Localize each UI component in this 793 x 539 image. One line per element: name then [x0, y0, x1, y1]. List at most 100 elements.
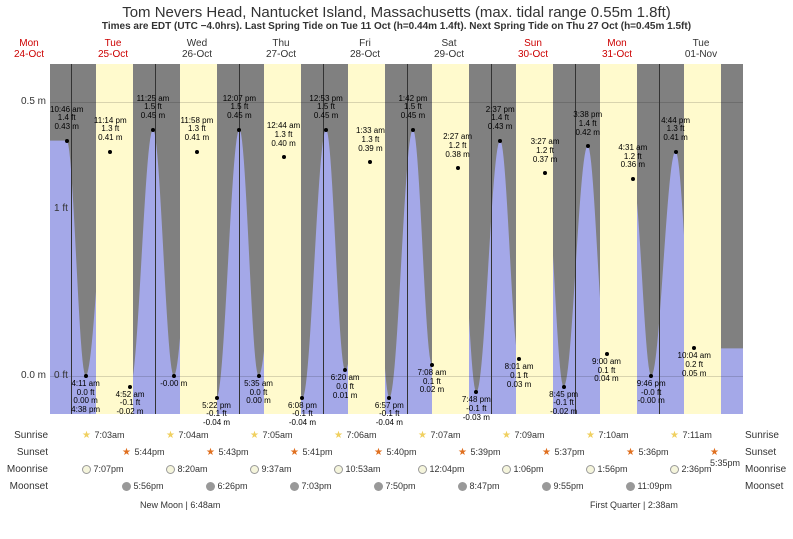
astro-cell: ★ 7:05am	[250, 430, 293, 441]
astro-cell: ★ 7:10am	[586, 430, 629, 441]
astro-cell: 7:50pm	[374, 481, 416, 491]
tide-extreme-dot	[257, 374, 261, 378]
date-label: Mon24-Oct	[0, 38, 59, 60]
gridline	[50, 376, 743, 377]
astro-cell: ★ 5:43pm	[206, 447, 249, 458]
tide-extreme-dot	[387, 396, 391, 400]
tide-extreme-dot	[674, 150, 678, 154]
tide-extreme-label: 6:08 pm-0.1 ft-0.04 m	[278, 402, 326, 428]
astro-table: SunriseSunrise★ 7:03am★ 7:04am★ 7:05am★ …	[50, 430, 743, 498]
daylight-strip	[348, 64, 385, 414]
daylight-strip	[264, 64, 301, 414]
tide-extreme-label: 5:22 pm-0.1 ft-0.04 m	[193, 402, 241, 428]
tide-extreme-dot	[605, 352, 609, 356]
tide-extreme-label: 9:46 pm-0.0 ft-0.00 m	[627, 380, 675, 406]
astro-label-left: Moonrise	[4, 464, 48, 475]
date-label: Tue25-Oct	[83, 38, 143, 60]
tide-extreme-label: 1:33 am1.3 ft0.39 m	[346, 127, 394, 153]
tide-extreme-dot	[649, 374, 653, 378]
astro-cell: ★ 7:11am	[670, 430, 712, 441]
tide-extreme-label: 5:35 am0.0 ft0.00 m	[235, 380, 283, 406]
tide-extreme-dot	[282, 155, 286, 159]
date-label: Mon31-Oct	[587, 38, 647, 60]
tide-extreme-dot	[586, 144, 590, 148]
astro-cell: 10:53am	[334, 464, 381, 474]
chart-area: Mon24-OctTue25-OctWed26-OctThu27-OctFri2…	[0, 34, 793, 434]
tide-extreme-label: 7:08 am0.1 ft0.02 m	[408, 369, 456, 395]
date-label: Sat29-Oct	[419, 38, 479, 60]
astro-cell: 7:03pm	[290, 481, 332, 491]
astro-cell: 9:37am	[250, 464, 292, 474]
tide-extreme-label: 2:27 am1.2 ft0.38 m	[434, 133, 482, 159]
chart-subtitle: Times are EDT (UTC −4.0hrs). Last Spring…	[0, 21, 793, 34]
tide-extreme-label: 10:04 am0.2 ft0.05 m	[670, 352, 718, 378]
astro-cell: 5:56pm	[122, 481, 164, 491]
astro-cell: 12:04pm	[418, 464, 465, 474]
astro-label-left: Sunset	[4, 447, 48, 458]
tide-extreme-label: 12:07 pm1.5 ft0.45 m	[215, 95, 263, 121]
date-label: Wed26-Oct	[167, 38, 227, 60]
tide-extreme-dot	[128, 385, 132, 389]
tide-extreme-label: 8:01 am0.1 ft0.03 m	[495, 363, 543, 389]
tide-extreme-dot	[456, 166, 460, 170]
tide-extreme-label: 6:20 am0.0 ft0.01 m	[321, 374, 369, 400]
tide-extreme-label: 12:44 am1.3 ft0.40 m	[260, 122, 308, 148]
tide-extreme-dot	[172, 374, 176, 378]
date-label: Sun30-Oct	[503, 38, 563, 60]
y-tick-right: 1 ft	[54, 203, 96, 214]
astro-label-right: Sunset	[745, 447, 789, 458]
astro-cell: ★ 7:03am	[82, 430, 125, 441]
date-label: Fri28-Oct	[335, 38, 395, 60]
tide-extreme-dot	[631, 177, 635, 181]
tide-extreme-label: 4:31 am1.2 ft0.36 m	[609, 144, 657, 170]
tide-extreme-dot	[84, 374, 88, 378]
tide-extreme-label: 11:14 pm1.3 ft0.41 m	[86, 117, 134, 143]
astro-cell: 9:55pm	[542, 481, 584, 491]
chart-title: Tom Nevers Head, Nantucket Island, Massa…	[0, 0, 793, 21]
astro-row-moonset: MoonsetMoonset 5:56pm 6:26pm 7:03pm 7:50…	[50, 481, 743, 498]
astro-cell: 1:56pm	[586, 464, 628, 474]
astro-cell: ★ 5:36pm	[626, 447, 669, 458]
tide-extreme-label: 3:27 am1.2 ft0.37 m	[521, 138, 569, 164]
date-label: Tue01-Nov	[671, 38, 731, 60]
moon-phase-right: First Quarter | 2:38am	[590, 500, 678, 510]
astro-cell: ★ 5:44pm	[122, 447, 165, 458]
astro-row-sunset: SunsetSunset★ 5:44pm★ 5:43pm★ 5:41pm★ 5:…	[50, 447, 743, 464]
astro-cell: ★ 7:04am	[166, 430, 209, 441]
tide-extreme-label: 10:46 am1.4 ft0.43 m	[43, 106, 91, 132]
tide-extreme-label: 12:53 pm1.5 ft0.45 m	[302, 95, 350, 121]
tide-extreme-dot	[562, 385, 566, 389]
astro-label-left: Moonset	[4, 481, 48, 492]
plot-area: Mon24-OctTue25-OctWed26-OctThu27-OctFri2…	[50, 64, 743, 414]
astro-cell: 8:20am	[166, 464, 208, 474]
astro-row-moonrise: MoonriseMoonrise 7:07pm 8:20am 9:37am 10…	[50, 464, 743, 481]
astro-cell: 8:47pm	[458, 481, 500, 491]
tide-extreme-label: 11:25 am1.5 ft0.45 m	[129, 95, 177, 121]
astro-row-sunrise: SunriseSunrise★ 7:03am★ 7:04am★ 7:05am★ …	[50, 430, 743, 447]
astro-cell: ★ 5:40pm	[374, 447, 417, 458]
tide-extreme-label: 4:11 am0.0 ft0.00 m4:38 pm	[62, 380, 110, 415]
tide-extreme-dot	[151, 128, 155, 132]
astro-label-right: Moonrise	[745, 464, 789, 475]
tide-extreme-dot	[108, 150, 112, 154]
tide-extreme-label: 9:00 am0.1 ft0.04 m	[583, 358, 631, 384]
astro-cell: 7:07pm	[82, 464, 124, 474]
tide-extreme-dot	[430, 363, 434, 367]
y-tick-left: 0.0 m	[4, 370, 46, 381]
astro-label-right: Moonset	[745, 481, 789, 492]
astro-label-left: Sunrise	[4, 430, 48, 441]
tide-extreme-label: 4:52 am-0.1 ft-0.02 m	[106, 391, 154, 417]
astro-cell: ★ 5:41pm	[290, 447, 333, 458]
tide-extreme-label: 2:37 pm1.4 ft0.43 m	[476, 106, 524, 132]
tide-extreme-dot	[411, 128, 415, 132]
tide-extreme-label: 11:58 pm1.3 ft0.41 m	[173, 117, 221, 143]
astro-cell: 2:36pm	[670, 464, 712, 474]
tide-extreme-dot	[498, 139, 502, 143]
astro-cell: 1:06pm	[502, 464, 544, 474]
astro-cell: ★ 5:39pm	[458, 447, 501, 458]
tide-extreme-label: -0.00 m	[150, 380, 198, 389]
tide-extreme-dot	[195, 150, 199, 154]
moon-phase-left: New Moon | 6:48am	[140, 500, 220, 510]
astro-cell: ★ 7:09am	[502, 430, 545, 441]
tide-extreme-label: 7:48 pm-0.1 ft-0.03 m	[452, 396, 500, 422]
